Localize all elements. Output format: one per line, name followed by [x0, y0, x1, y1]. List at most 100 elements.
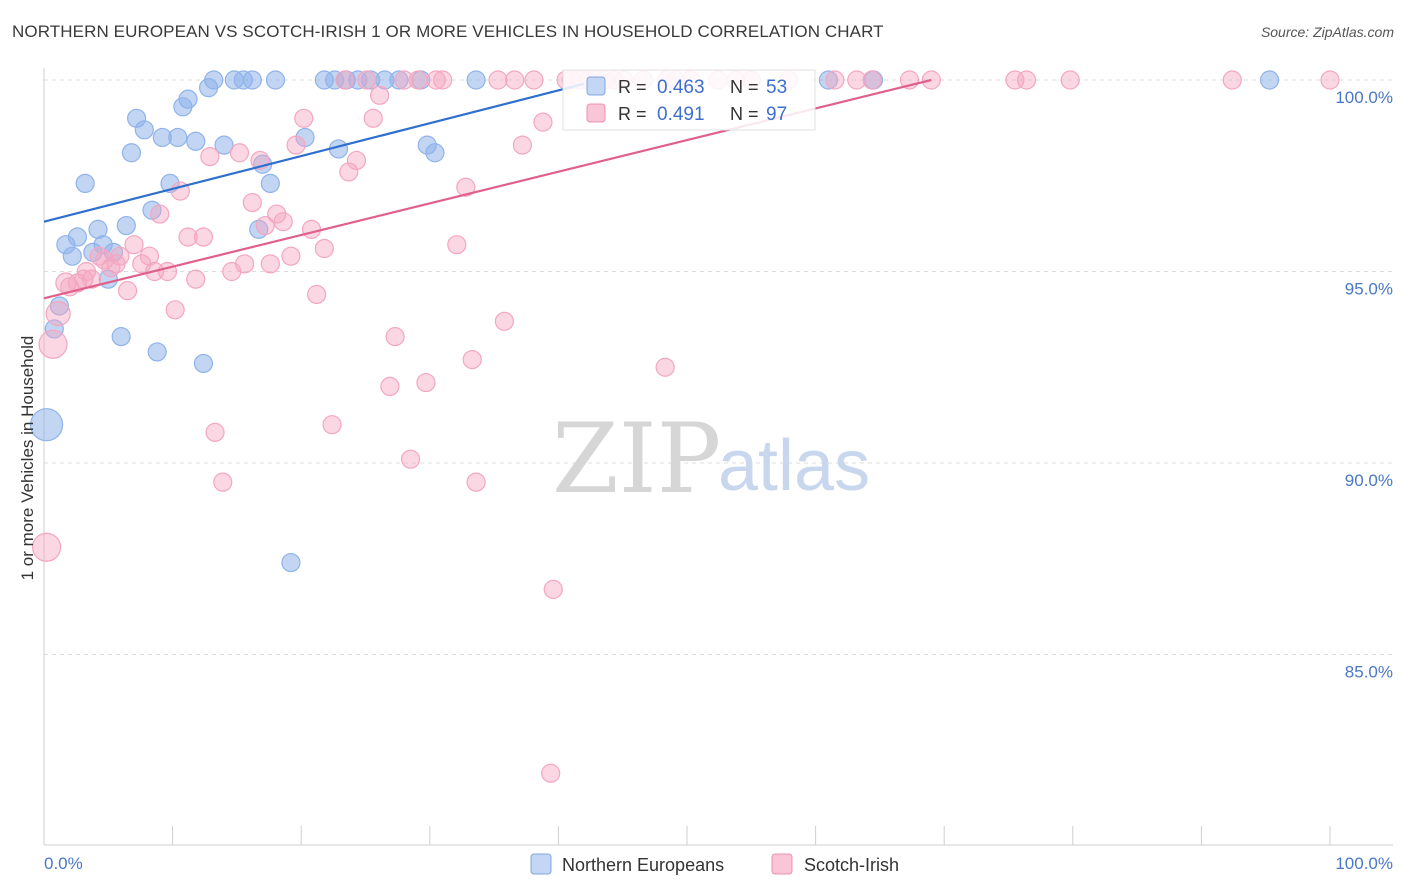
northern-point-4	[62, 246, 82, 266]
scotch-point-36	[267, 204, 287, 224]
northern-point-45	[389, 70, 409, 90]
legend-n-value-northern: 53	[766, 77, 787, 98]
scotch-point-59	[447, 235, 467, 255]
scotch-point-35	[260, 254, 280, 274]
scotch-point-62	[466, 472, 486, 492]
scotch-point-39	[286, 135, 306, 155]
northern-point-28	[214, 135, 234, 155]
scotch-point-64	[494, 311, 514, 331]
scotch-point-41	[301, 219, 322, 239]
scotch-point-25	[193, 227, 214, 247]
scotch-point-9	[89, 246, 109, 266]
y-tick-label-2: 90.0%	[1345, 471, 1393, 490]
scotch-point-28	[213, 472, 233, 492]
scotch-point-86	[847, 70, 867, 90]
scotch-point-27	[205, 422, 225, 442]
northern-point-23	[178, 89, 198, 109]
scotch-point-24	[186, 269, 206, 289]
northern-point-0	[29, 408, 64, 442]
scotch-point-49	[363, 108, 383, 128]
source-credit: Source: ZipAtlas.com	[1260, 24, 1394, 40]
scotch-point-37	[273, 212, 293, 232]
scotch-point-54	[400, 449, 421, 469]
scotch-point-40	[294, 108, 314, 128]
scotch-point-55	[408, 70, 428, 90]
legend-r-value-scotch: 0.491	[657, 104, 705, 125]
scotch-point-30	[229, 143, 250, 163]
legend-bottom-label-northern: Northern Europeans	[562, 855, 724, 875]
scotch-point-65	[505, 70, 525, 90]
scotch-point-94	[1320, 70, 1340, 90]
scotch-point-31	[235, 254, 255, 274]
scotch-point-68	[533, 112, 553, 132]
legend-stats: R = 0.463 N = 53 R = 0.491 N = 97	[562, 69, 816, 131]
scotch-point-45	[335, 70, 355, 90]
scotch-point-21	[165, 300, 185, 320]
scotch-point-19	[150, 204, 170, 224]
scotch-point-34	[255, 215, 275, 236]
scotch-point-13	[110, 246, 130, 266]
northern-point-27	[204, 70, 224, 90]
scotch-point-10	[94, 250, 115, 270]
legend-n-label-2: N =	[730, 104, 759, 124]
gridlines	[44, 79, 1393, 655]
scotch-point-50	[370, 85, 390, 105]
northern-point-49	[466, 70, 486, 90]
scotch-point-57	[426, 70, 446, 90]
scotch-point-63	[488, 70, 508, 90]
chart-title: NORTHERN EUROPEAN VS SCOTCH-IRISH 1 OR M…	[12, 22, 884, 41]
scotch-point-48	[357, 70, 377, 90]
scotch-point-38	[281, 246, 301, 266]
northern-point-1	[44, 319, 64, 339]
northern-point-48	[425, 143, 445, 163]
northern-point-12	[111, 327, 131, 347]
scotch-point-85	[825, 70, 845, 90]
scotch-point-32	[242, 192, 262, 213]
watermark: ZIP atlas	[552, 403, 870, 515]
northern-point-34	[260, 173, 280, 194]
northern-trend-line	[43, 82, 585, 223]
scotch-point-1	[38, 329, 68, 359]
scotch-point-53	[394, 70, 414, 90]
northern-point-5	[67, 227, 88, 247]
legend-r-label-2: R =	[618, 104, 647, 124]
scotch-point-43	[314, 238, 334, 259]
scotch-point-91	[1016, 70, 1037, 90]
legend-bottom-label-scotch: Scotch-Irish	[804, 855, 899, 875]
y-axis-label: 1 or more Vehicles in Household	[18, 336, 37, 581]
northern-point-35	[265, 70, 286, 90]
northern-point-24	[186, 131, 206, 151]
axes	[43, 68, 1393, 846]
northern-point-36	[281, 552, 301, 573]
scotch-point-20	[157, 261, 178, 282]
scotch-point-58	[433, 70, 453, 90]
scotch-point-14	[117, 281, 138, 301]
legend-r-value-northern: 0.463	[657, 77, 705, 98]
scotch-point-23	[178, 227, 198, 247]
scotch-point-96	[541, 763, 561, 783]
scotch-point-52	[385, 327, 405, 347]
scotch-point-93	[1222, 70, 1242, 90]
scotch-point-87	[862, 70, 882, 90]
northern-point-52	[1259, 70, 1280, 90]
y-tick-labels: 100.0% 95.0% 90.0% 85.0%	[1335, 88, 1393, 682]
scotch-point-97	[655, 357, 675, 377]
scotch-point-26	[200, 147, 220, 167]
northern-point-25	[193, 353, 214, 374]
scotch-point-51	[380, 376, 400, 396]
northern-point-16	[134, 120, 154, 140]
scotch-point-0	[31, 532, 62, 562]
legend-bottom: Northern Europeans Scotch-Irish	[530, 853, 899, 875]
legend-bottom-swatch-scotch	[771, 853, 793, 875]
northern-point-50	[818, 70, 839, 90]
legend-swatch-northern	[586, 76, 606, 96]
watermark-zip: ZIP	[552, 403, 721, 515]
legend-r-label-1: R =	[618, 77, 647, 97]
scotch-point-8	[81, 269, 102, 289]
northern-point-14	[121, 143, 142, 163]
northern-point-21	[168, 127, 188, 148]
y-tick-label-0: 100.0%	[1335, 88, 1393, 107]
x-tick-label-min: 0.0%	[44, 854, 83, 873]
scotch-point-47	[346, 150, 367, 171]
